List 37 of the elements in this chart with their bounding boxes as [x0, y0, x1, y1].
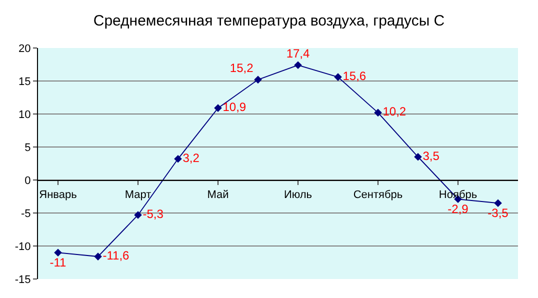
data-label: -11: [50, 255, 67, 270]
x-tick-label: Март: [124, 189, 152, 202]
data-label: -11,6: [102, 248, 130, 263]
point: [374, 108, 382, 117]
data-label: -5,3: [142, 206, 164, 221]
chart-title: Среднемесячная температура воздуха, градусы С: [93, 12, 445, 30]
point: [94, 252, 102, 260]
point: [174, 154, 182, 163]
point: [334, 73, 342, 81]
x-tick-label: Май: [207, 189, 229, 202]
x-tick-label: Сентябрь: [353, 189, 403, 202]
y-tick-label: -10: [14, 240, 31, 253]
x-tick-label: Январь: [39, 189, 78, 202]
data-label: -2,9: [448, 202, 469, 216]
y-tick-label: 5: [24, 142, 31, 154]
y-tick-label: 20: [18, 42, 31, 55]
data-label: 10,2: [382, 104, 406, 119]
point: [414, 153, 422, 161]
point: [294, 61, 302, 70]
point: [254, 76, 262, 84]
y-tick-label: 0: [24, 174, 31, 187]
data-label: 15,6: [342, 69, 366, 84]
point: [214, 104, 222, 112]
y-tick-label: 15: [18, 76, 31, 88]
data-label: 3,5: [422, 148, 440, 163]
y-tick-label: 10: [18, 108, 31, 121]
data-label: 3,2: [182, 150, 200, 165]
data-label: -3,5: [488, 206, 509, 220]
point: [134, 211, 142, 219]
y-tick-label: -5: [21, 208, 31, 220]
y-tick-label: -15: [14, 274, 31, 286]
point: [494, 199, 502, 207]
x-tick-label: Июль: [284, 189, 312, 202]
data-label: 10,9: [222, 100, 246, 114]
data-label: 17,4: [286, 46, 310, 60]
data-label: 15,2: [230, 60, 254, 75]
point: [54, 248, 62, 256]
